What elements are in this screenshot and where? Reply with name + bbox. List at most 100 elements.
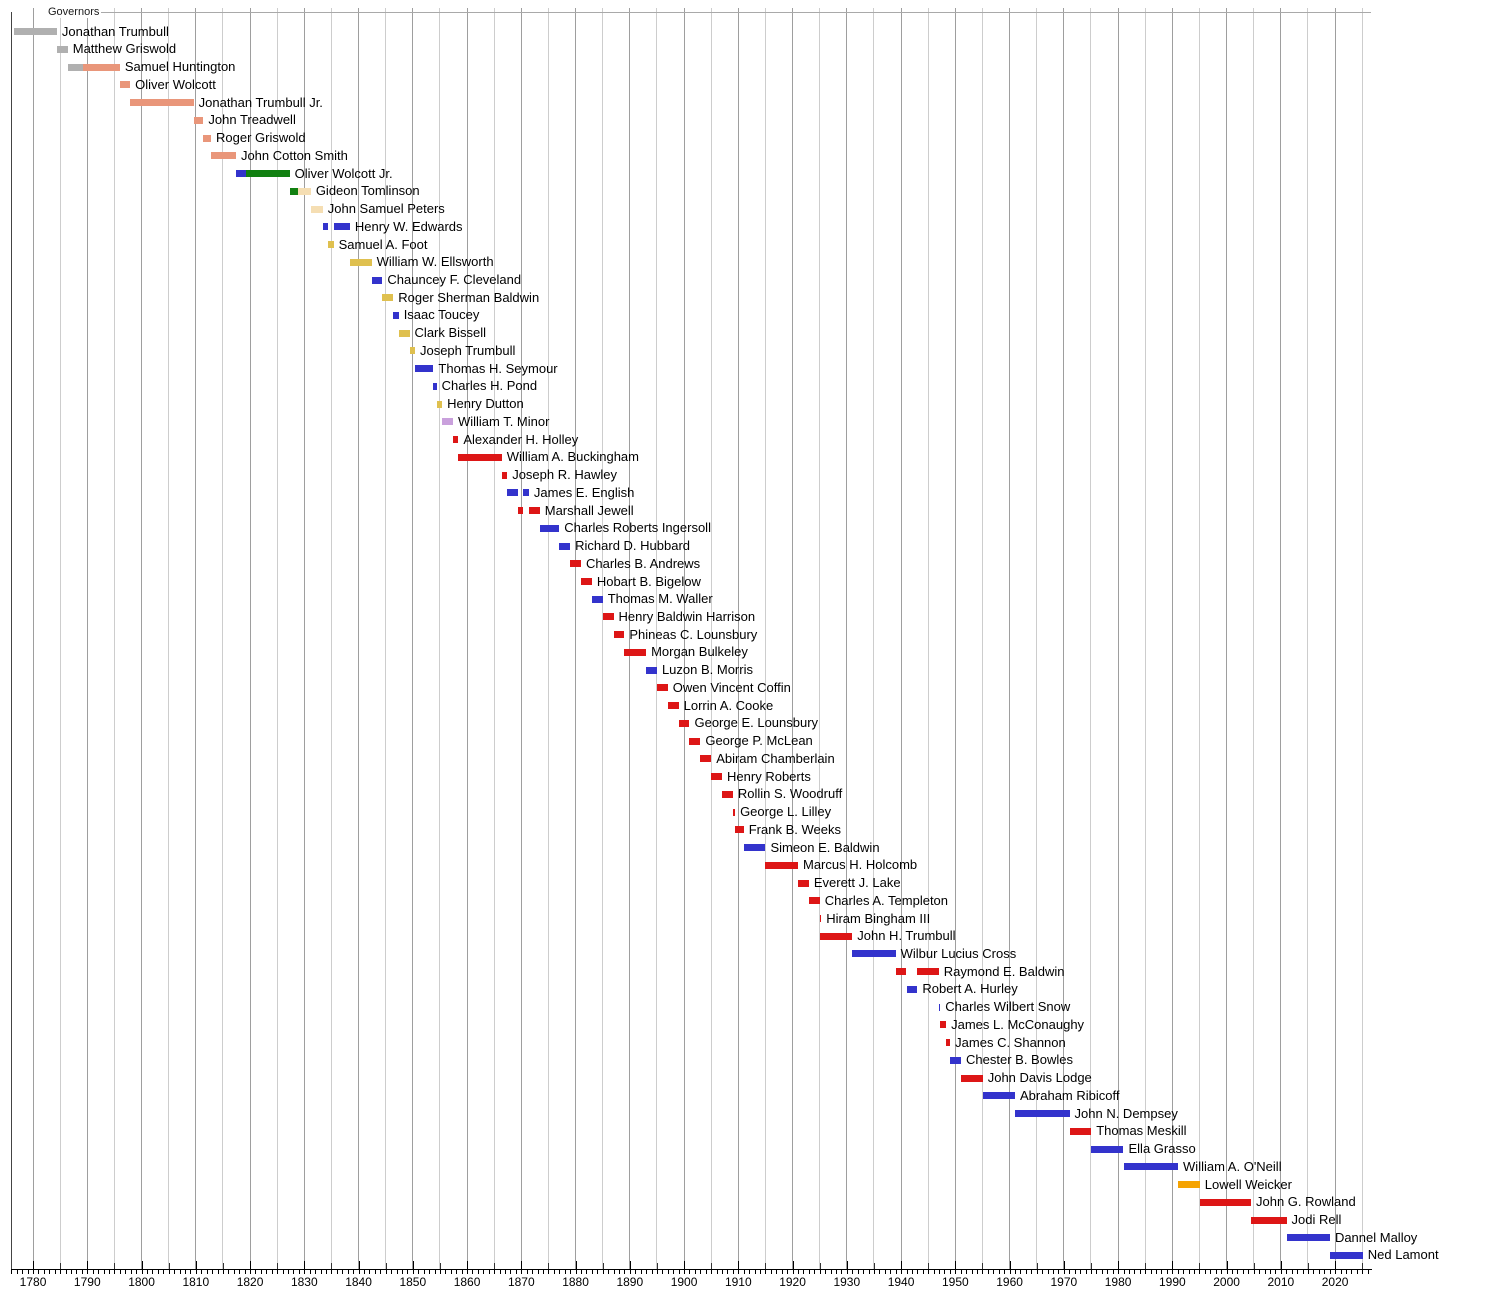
axis-year-label: 1790 (73, 1275, 101, 1289)
term-bar (797, 879, 809, 887)
gridline (1036, 8, 1038, 1269)
gridline (737, 8, 739, 1269)
x-axis-tick (684, 1261, 686, 1269)
governor-label: Chauncey F. Cleveland (387, 272, 522, 287)
x-axis-minor-tick (1329, 1270, 1331, 1274)
x-axis-minor-tick (217, 1270, 219, 1274)
term-bar (982, 1092, 1015, 1100)
x-axis-minor-tick (803, 1270, 805, 1274)
term-bar (245, 170, 290, 178)
x-axis-minor-tick (152, 1270, 154, 1274)
x-axis-minor-tick (1139, 1270, 1141, 1274)
x-axis-minor-tick (385, 1270, 387, 1274)
x-axis-minor-tick (1004, 1270, 1006, 1274)
x-axis-minor-tick (732, 1270, 734, 1274)
x-axis-minor-tick (212, 1270, 214, 1274)
governor-label: William T. Minor (457, 413, 550, 429)
governor-label: James C. Shannon (955, 1034, 1066, 1050)
x-axis-minor-tick (993, 1270, 995, 1274)
x-axis-minor-tick (586, 1270, 588, 1274)
x-axis-tick (304, 1261, 306, 1269)
term-bar (539, 524, 560, 532)
x-axis-minor-tick (743, 1270, 745, 1274)
axis-year-label: 1810 (182, 1275, 210, 1289)
x-axis-minor-tick (749, 1270, 751, 1274)
x-axis-minor-tick (488, 1270, 490, 1274)
gridline (1307, 8, 1309, 1269)
x-axis-minor-tick (559, 1270, 561, 1274)
x-axis-minor-tick (38, 1270, 40, 1274)
axis-year-label: 1840 (345, 1275, 372, 1289)
x-axis-minor-tick (407, 1270, 409, 1274)
x-axis-minor-tick (1215, 1270, 1217, 1274)
x-axis-minor-tick (195, 1270, 197, 1274)
x-axis-minor-tick (98, 1270, 100, 1274)
governor-label: William W. Ellsworth (376, 254, 494, 270)
gridline (358, 8, 360, 1269)
x-axis-minor-tick (521, 1270, 523, 1274)
x-axis-minor-tick (868, 1270, 870, 1274)
x-axis-minor-tick (1188, 1270, 1190, 1274)
axis-year-label: 1870 (507, 1275, 535, 1289)
axis-year-label: 1820 (236, 1275, 264, 1289)
governor-label: Marshall Jewell (544, 502, 634, 518)
x-axis-minor-tick (206, 1270, 208, 1274)
governor-label: Robert A. Hurley (922, 981, 1018, 997)
x-axis-minor-tick (1090, 1270, 1092, 1274)
x-axis-minor-tick (353, 1270, 355, 1274)
x-axis-minor-tick (239, 1270, 241, 1274)
x-axis-minor-tick (288, 1270, 290, 1274)
x-axis-minor-tick (760, 1270, 762, 1274)
x-axis-tick (1307, 1263, 1309, 1269)
gridline (249, 8, 251, 1269)
governor-label: Thomas Meskill (1096, 1123, 1187, 1139)
gridline (954, 8, 956, 1269)
governor-label: Henry Baldwin Harrison (618, 608, 756, 624)
axis-year-label: 1780 (19, 1275, 47, 1289)
x-axis-tick (548, 1263, 550, 1269)
governor-label: Wilbur Lucius Cross (900, 945, 1017, 961)
governor-label: Henry Roberts (727, 768, 811, 784)
governor-label: Owen Vincent Coffin (672, 679, 791, 695)
x-axis-minor-tick (640, 1270, 642, 1274)
x-axis-minor-tick (1123, 1270, 1125, 1274)
governor-label: Jonathan Trumbull Jr. (198, 94, 323, 110)
x-axis-minor-tick (401, 1270, 403, 1274)
governor-label: John Cotton Smith (240, 147, 348, 163)
governor-label: Raymond E. Baldwin (943, 963, 1065, 979)
x-axis-minor-tick (591, 1270, 593, 1274)
x-axis-minor-tick (1204, 1270, 1206, 1274)
x-axis-tick (385, 1263, 387, 1269)
term-bar (203, 134, 211, 142)
gridline (168, 8, 170, 1269)
term-bar (193, 116, 204, 124)
gridline (330, 8, 332, 1269)
axis-year-label: 1830 (290, 1275, 318, 1289)
gridline (113, 8, 115, 1269)
term-bar (322, 223, 329, 231)
x-axis-minor-tick (797, 1270, 799, 1274)
x-axis-tick (33, 1261, 35, 1269)
x-axis-tick (439, 1263, 441, 1269)
governor-label: Charles B. Andrews (585, 555, 701, 571)
axis-year-label: 1930 (833, 1275, 861, 1289)
x-axis-tick (955, 1261, 957, 1269)
term-bar (458, 453, 502, 461)
term-bar (1015, 1110, 1070, 1118)
x-axis-tick (250, 1261, 252, 1269)
term-bar (328, 241, 334, 249)
x-axis-tick (114, 1263, 116, 1269)
governor-label: John Treadwell (208, 112, 296, 128)
x-axis-minor-tick (553, 1270, 555, 1274)
x-axis-minor-tick (564, 1270, 566, 1274)
term-bar (398, 329, 410, 337)
x-axis-tick (873, 1263, 875, 1269)
x-axis-tick (846, 1261, 848, 1269)
governor-label: Lorrin A. Cooke (683, 697, 774, 713)
governor-label: Hiram Bingham III (826, 910, 931, 926)
x-axis-minor-tick (499, 1270, 501, 1274)
term-bar (917, 968, 939, 976)
x-axis-minor-tick (92, 1270, 94, 1274)
governor-label: Dannel Malloy (1334, 1229, 1418, 1245)
